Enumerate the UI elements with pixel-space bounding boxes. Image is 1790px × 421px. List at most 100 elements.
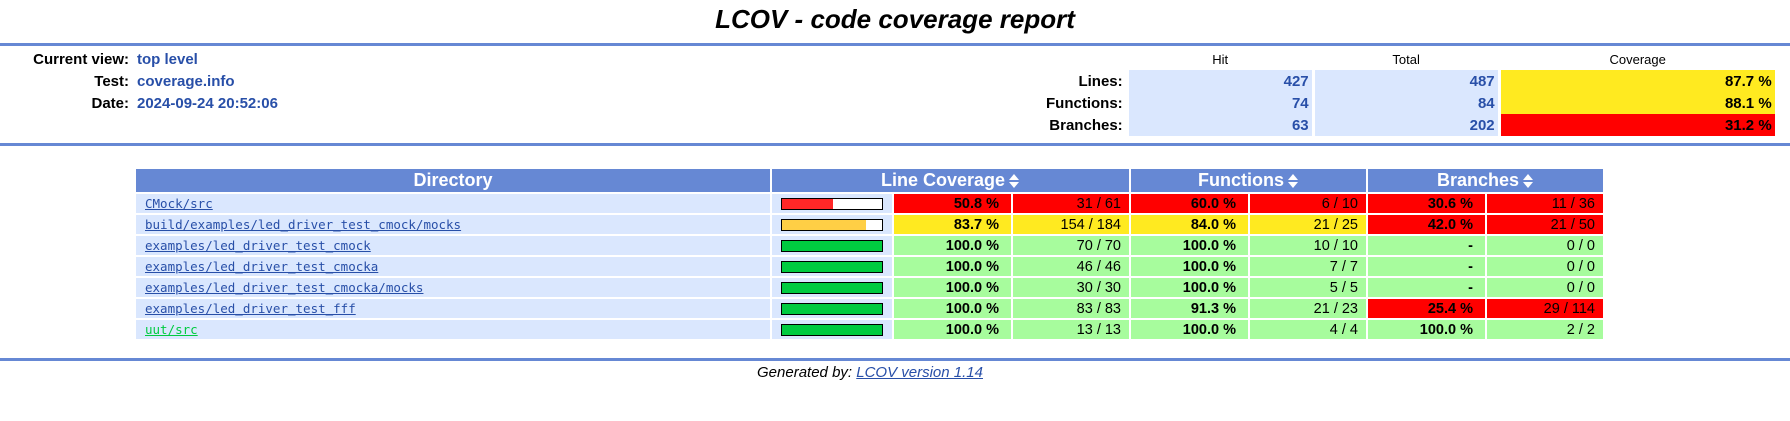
branches-count: 0 / 0 bbox=[1487, 236, 1603, 255]
branches-count: 2 / 2 bbox=[1487, 320, 1603, 339]
coverage-bar-cell bbox=[772, 320, 892, 339]
functions-count: 7 / 7 bbox=[1250, 257, 1366, 276]
line-coverage-count: 30 / 30 bbox=[1013, 278, 1129, 297]
directory-cell: examples/led_driver_test_cmock bbox=[136, 236, 770, 255]
directory-link[interactable]: examples/led_driver_test_fff bbox=[145, 301, 356, 316]
functions-count: 4 / 4 bbox=[1250, 320, 1366, 339]
directory-link[interactable]: CMock/src bbox=[145, 196, 213, 211]
line-coverage-count: 154 / 184 bbox=[1013, 215, 1129, 234]
coverage-bar-cell bbox=[772, 299, 892, 318]
summary-coverage: 87.7 % bbox=[1500, 70, 1775, 92]
coverage-bar-fill bbox=[782, 282, 882, 293]
functions-percent: 60.0 % bbox=[1131, 194, 1248, 213]
directory-link[interactable]: examples/led_driver_test_cmocka/mocks bbox=[145, 280, 424, 295]
coverage-bar bbox=[781, 197, 883, 210]
functions-percent: 100.0 % bbox=[1131, 320, 1248, 339]
total-header: Total bbox=[1392, 51, 1420, 67]
line-coverage-percent: 100.0 % bbox=[894, 236, 1011, 255]
line-coverage-percent: 100.0 % bbox=[894, 257, 1011, 276]
summary-label: Branches: bbox=[1049, 116, 1123, 134]
header-ruler bbox=[0, 143, 1790, 146]
directory-link[interactable]: build/examples/led_driver_test_cmock/moc… bbox=[145, 217, 462, 232]
summary-hit: 74 bbox=[1128, 92, 1312, 114]
directory-cell: uut/src bbox=[136, 320, 770, 339]
table-row: examples/led_driver_test_cmock 100.0 % 70 … bbox=[136, 236, 1603, 255]
branches-count: 0 / 0 bbox=[1487, 278, 1603, 297]
branches-percent: - bbox=[1368, 257, 1485, 276]
functions-percent: 91.3 % bbox=[1131, 299, 1248, 318]
functions-header-label: Functions bbox=[1198, 170, 1284, 190]
line-coverage-count: 46 / 46 bbox=[1013, 257, 1129, 276]
current-view-label: Current view: bbox=[33, 50, 129, 68]
summary-total: 202 bbox=[1314, 114, 1498, 136]
functions-count: 21 / 23 bbox=[1250, 299, 1366, 318]
test-label: Test: bbox=[94, 72, 129, 90]
directory-link[interactable]: uut/src bbox=[145, 322, 198, 337]
line-coverage-percent: 50.8 % bbox=[894, 194, 1011, 213]
current-view-value: top level bbox=[137, 50, 198, 68]
sort-icon[interactable] bbox=[1522, 173, 1534, 189]
coverage-bar bbox=[781, 218, 883, 231]
coverage-bar-fill bbox=[782, 198, 833, 209]
hit-header: Hit bbox=[1212, 51, 1229, 67]
directory-table: Directory Line Coverage Functions Branch… bbox=[134, 167, 1605, 341]
directory-header[interactable]: Directory bbox=[136, 169, 770, 192]
branches-count: 11 / 36 bbox=[1487, 194, 1603, 213]
summary-row: Lines: 427 487 87.7 % bbox=[1043, 70, 1775, 92]
top-ruler bbox=[0, 43, 1790, 46]
branches-header[interactable]: Branches bbox=[1368, 169, 1603, 192]
branches-percent: - bbox=[1368, 278, 1485, 297]
branches-percent: 100.0 % bbox=[1368, 320, 1485, 339]
summary-row: Functions: 74 84 88.1 % bbox=[1043, 92, 1775, 114]
table-row: examples/led_driver_test_fff 100.0 % 83 / … bbox=[136, 299, 1603, 318]
date-value: 2024-09-24 20:52:06 bbox=[137, 94, 278, 112]
line-coverage-count: 70 / 70 bbox=[1013, 236, 1129, 255]
directory-cell: examples/led_driver_test_fff bbox=[136, 299, 770, 318]
coverage-header: Coverage bbox=[1609, 51, 1666, 67]
functions-count: 10 / 10 bbox=[1250, 236, 1366, 255]
coverage-bar-cell bbox=[772, 236, 892, 255]
table-row: CMock/src 50.8 % 31 / 61 60.0 % 6 / 10 30.6 %… bbox=[136, 194, 1603, 213]
functions-percent: 100.0 % bbox=[1131, 278, 1248, 297]
coverage-bar-cell bbox=[772, 257, 892, 276]
lcov-version-link[interactable]: LCOV version 1.14 bbox=[856, 364, 983, 381]
branches-percent: 42.0 % bbox=[1368, 215, 1485, 234]
table-row: uut/src 100.0 % 13 / 13 100.0 % 4 / 4 100.0 %… bbox=[136, 320, 1603, 339]
coverage-bar bbox=[781, 302, 883, 315]
footer-ruler bbox=[0, 358, 1790, 361]
functions-count: 5 / 5 bbox=[1250, 278, 1366, 297]
sort-icon[interactable] bbox=[1008, 173, 1020, 189]
directory-cell: examples/led_driver_test_cmocka/mocks bbox=[136, 278, 770, 297]
report-info: Current view: top level Test: coverage.i… bbox=[0, 48, 282, 114]
date-label: Date: bbox=[91, 94, 129, 112]
coverage-bar-fill bbox=[782, 240, 882, 251]
directory-link[interactable]: examples/led_driver_test_cmocka bbox=[145, 259, 379, 274]
table-row: examples/led_driver_test_cmocka/mocks 100… bbox=[136, 278, 1603, 297]
summary-label: Functions: bbox=[1046, 94, 1123, 112]
functions-percent: 84.0 % bbox=[1131, 215, 1248, 234]
summary-spacer bbox=[1043, 48, 1126, 70]
branches-count: 21 / 50 bbox=[1487, 215, 1603, 234]
summary-row: Branches: 63 202 31.2 % bbox=[1043, 114, 1775, 136]
coverage-bar bbox=[781, 260, 883, 273]
coverage-bar bbox=[781, 239, 883, 252]
functions-percent: 100.0 % bbox=[1131, 257, 1248, 276]
coverage-bar-cell bbox=[772, 215, 892, 234]
coverage-bar-cell bbox=[772, 278, 892, 297]
branches-header-label: Branches bbox=[1436, 170, 1520, 190]
coverage-bar-fill bbox=[782, 219, 866, 230]
summary-total: 84 bbox=[1314, 92, 1498, 114]
summary-coverage: 88.1 % bbox=[1500, 92, 1775, 114]
directory-cell: build/examples/led_driver_test_cmock/moc… bbox=[136, 215, 770, 234]
line-coverage-header[interactable]: Line Coverage bbox=[772, 169, 1129, 192]
directory-link[interactable]: examples/led_driver_test_cmock bbox=[145, 238, 371, 253]
coverage-bar bbox=[781, 323, 883, 336]
line-coverage-percent: 100.0 % bbox=[894, 278, 1011, 297]
summary-label: Lines: bbox=[1078, 72, 1123, 90]
sort-icon[interactable] bbox=[1287, 173, 1299, 189]
branches-count: 29 / 114 bbox=[1487, 299, 1603, 318]
summary-coverage: 31.2 % bbox=[1500, 114, 1775, 136]
line-coverage-count: 83 / 83 bbox=[1013, 299, 1129, 318]
functions-header[interactable]: Functions bbox=[1131, 169, 1366, 192]
line-coverage-percent: 100.0 % bbox=[894, 299, 1011, 318]
